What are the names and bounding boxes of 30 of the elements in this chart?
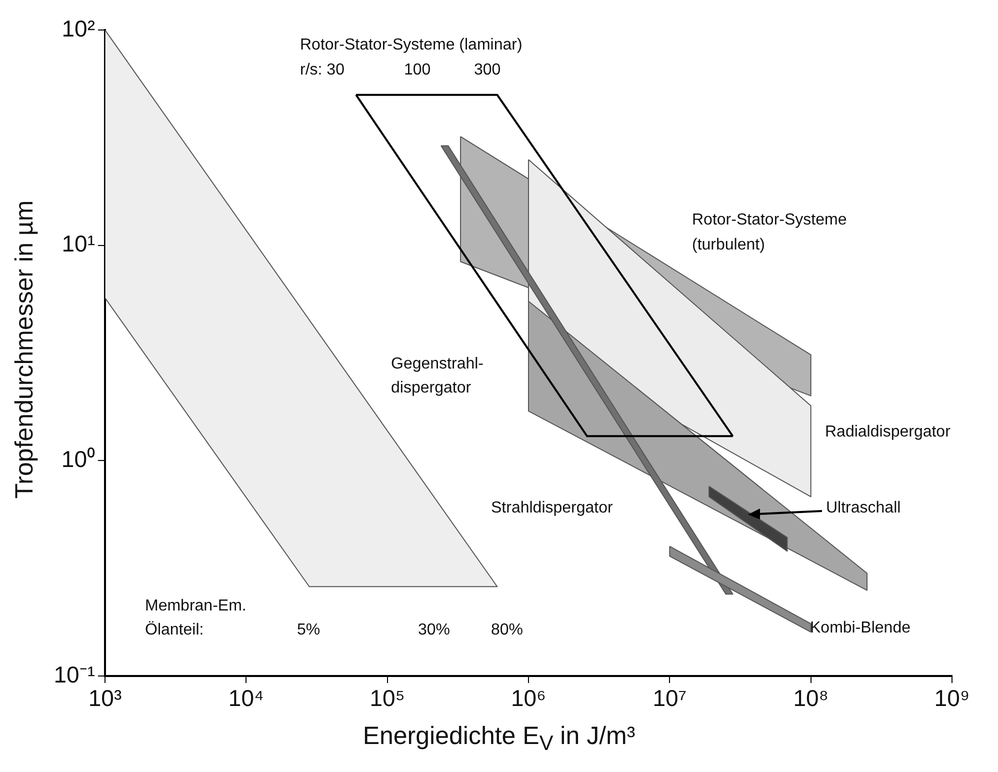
annotation: Rotor-Stator-Systeme (laminar) bbox=[300, 36, 522, 54]
annotation: r/s: 30 bbox=[300, 61, 345, 78]
annotation: Strahldispergator bbox=[491, 499, 614, 516]
annotation: 100 bbox=[404, 61, 431, 78]
annotation: Kombi-Blende bbox=[810, 619, 911, 636]
annotation: dispergator bbox=[391, 379, 472, 396]
annotation: 80% bbox=[491, 621, 524, 638]
annotation: Ölanteil: bbox=[145, 620, 204, 638]
x-tick-label: 10⁷ bbox=[652, 685, 687, 712]
x-tick-label: 10⁸ bbox=[793, 685, 828, 712]
y-axis-title: Tropfendurchmesser in µm bbox=[10, 199, 40, 501]
x-axis-title: Energiedichte E$_{V}$ in J/m³ bbox=[362, 722, 636, 756]
x-tick-label: 10³ bbox=[88, 685, 122, 712]
y-tick-label: 10⁰ bbox=[61, 446, 95, 472]
annotation: 300 bbox=[474, 61, 501, 78]
y-tick-label: 10¹ bbox=[62, 230, 96, 257]
annotation: Membran-Em. bbox=[145, 597, 246, 614]
annotation: 30% bbox=[418, 621, 450, 638]
y-tick-label: 10² bbox=[62, 15, 96, 42]
annotation: Radialdispergator bbox=[825, 423, 952, 440]
annotation: 5% bbox=[297, 621, 320, 638]
annotation: Rotor-Stator-Systeme bbox=[692, 211, 847, 228]
x-tick-label: 10⁵ bbox=[370, 685, 405, 712]
annotation: Gegenstrahl- bbox=[391, 355, 484, 372]
x-tick-label: 10⁴ bbox=[228, 685, 264, 712]
annotation: Ultraschall bbox=[826, 499, 901, 516]
annotation: (turbulent) bbox=[692, 236, 765, 254]
x-tick-label: 10⁹ bbox=[934, 685, 970, 712]
y-tick-label: 10⁻¹ bbox=[54, 661, 96, 688]
x-tick-label: 10⁶ bbox=[510, 685, 546, 712]
